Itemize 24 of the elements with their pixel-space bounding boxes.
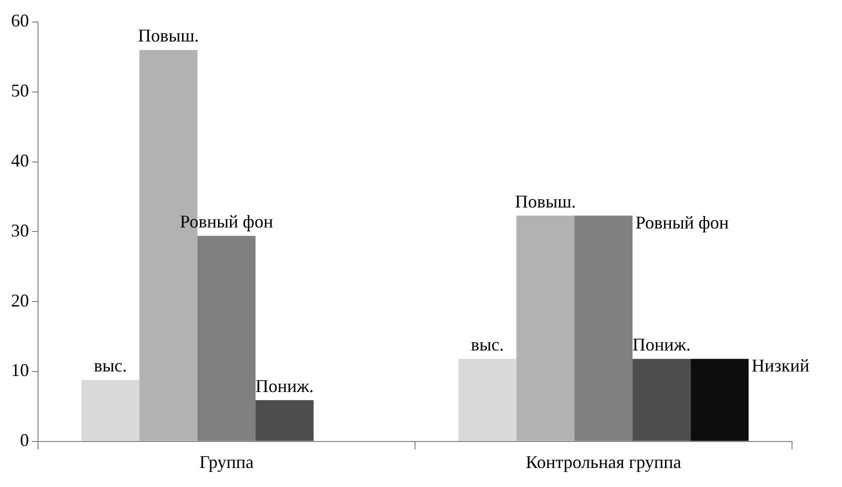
series-label: Ровный фон: [636, 212, 730, 232]
series-label: Повыш.: [138, 26, 199, 46]
text: Ровный фон: [180, 212, 274, 232]
y-tick-label: 0: [20, 430, 29, 450]
bar: [690, 358, 749, 441]
x-tick-label: Группа: [199, 452, 254, 472]
bar: [516, 216, 574, 441]
text: Повыш.: [514, 191, 576, 212]
y-tick-label: 20: [11, 290, 29, 310]
series-label: Низкий: [752, 356, 810, 376]
y-tick-label: 40: [11, 150, 29, 171]
y-tick-label: 30: [11, 220, 29, 240]
series-label: Пониж.: [255, 376, 314, 396]
bar: [632, 358, 691, 441]
series-label: выс.: [94, 356, 127, 376]
text: Пониж.: [632, 334, 691, 355]
y-tick-label: 50: [11, 80, 29, 101]
x-tick-label: Контрольная группа: [526, 452, 682, 472]
y-tick-label: 10: [11, 360, 29, 380]
bar: [81, 380, 140, 441]
bar: [458, 358, 516, 441]
y-tick-label: 60: [11, 10, 29, 31]
text: выс.: [470, 334, 504, 355]
bar: [256, 400, 314, 441]
